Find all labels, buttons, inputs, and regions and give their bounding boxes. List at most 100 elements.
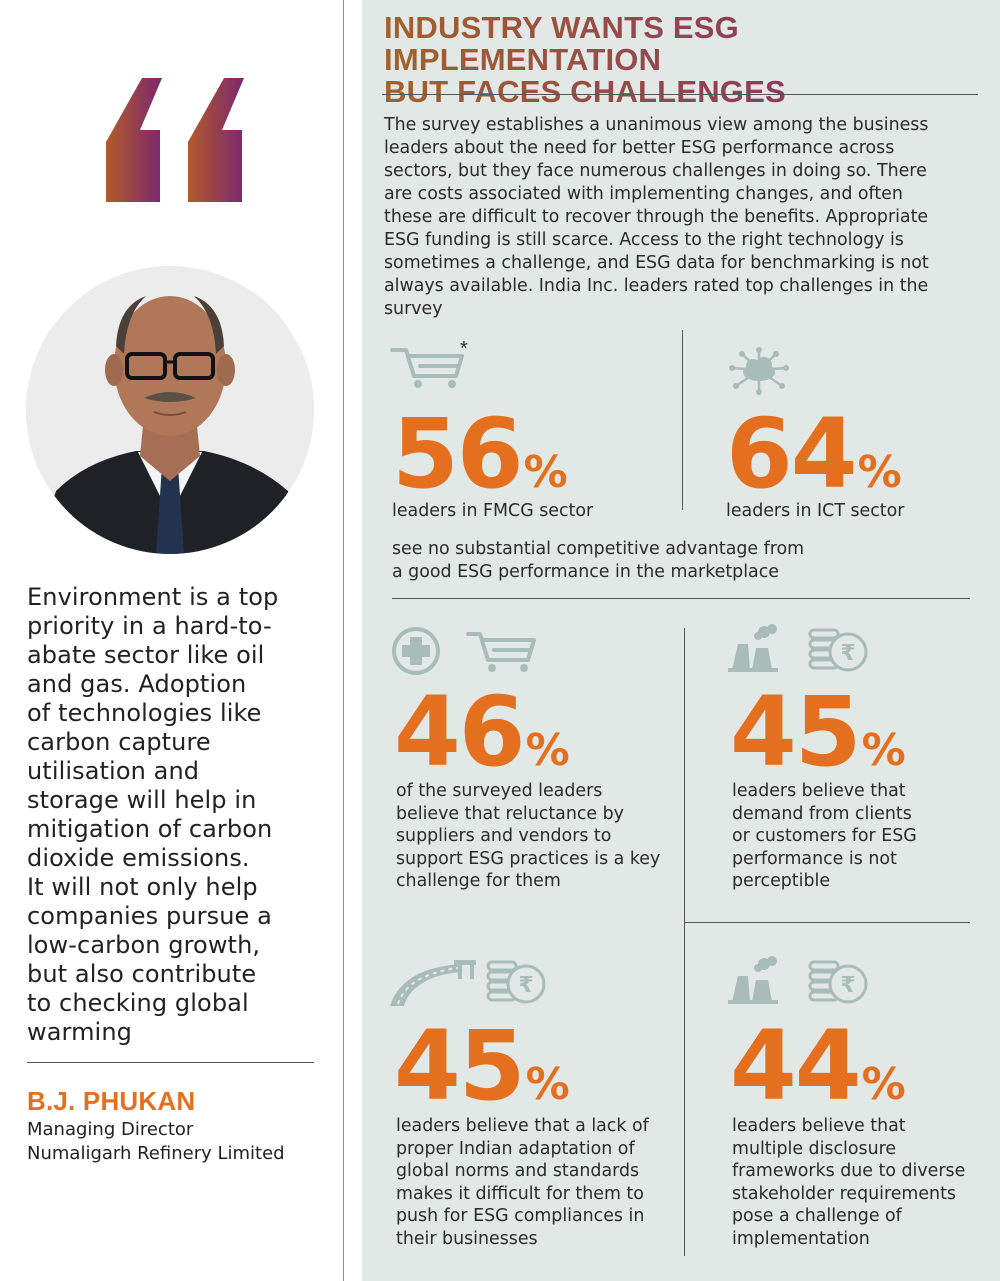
svg-text:₹: ₹ — [840, 641, 855, 666]
desc-line: pose a challenge of — [732, 1206, 902, 1226]
road-bridge-icon — [390, 960, 476, 1006]
rupee-coins-icon: ₹ — [808, 628, 868, 672]
portrait-illustration — [26, 266, 314, 554]
factory-icon — [728, 956, 778, 1004]
intro-line: sometimes a challenge, and ESG data for … — [384, 253, 929, 273]
stat-number: 56 — [392, 398, 524, 510]
quote-line: warming — [27, 1018, 132, 1046]
desc-line: challenge for them — [396, 871, 561, 891]
desc-line: frameworks due to diverse — [732, 1161, 966, 1181]
divider — [682, 330, 683, 510]
desc-line: multiple disclosure — [732, 1138, 897, 1159]
quote-line: It will not only help — [27, 873, 258, 901]
quote-line: dioxide emissions. — [27, 844, 250, 872]
quote-line: low-carbon growth, — [27, 931, 261, 959]
author-portrait — [26, 266, 314, 554]
factory-icon — [728, 624, 778, 672]
divider — [382, 94, 978, 95]
quote-line: companies pursue a — [27, 902, 272, 930]
quote-line: and gas. Adoption — [27, 670, 247, 698]
author-name: B.J. PHUKAN — [27, 1086, 196, 1116]
quote-line: of technologies like — [27, 699, 262, 727]
quote-mark-icon — [106, 78, 244, 202]
stat-desc-suppliers: of the surveyed leaders believe that rel… — [396, 780, 660, 893]
desc-line: implementation — [732, 1228, 870, 1249]
desc-line: believe that reluctance by — [396, 803, 624, 824]
stat-number: 46 — [394, 676, 526, 788]
desc-line: push for ESG compliances in — [396, 1206, 645, 1226]
author-company: Numaligarh Refinery Limited — [27, 1143, 285, 1164]
note-line: see no substantial competitive advantage… — [392, 539, 805, 559]
desc-line: makes it difficult for them to — [396, 1183, 644, 1204]
intro-line: leaders about the need for better ESG pe… — [384, 138, 895, 158]
asterisk-note: * — [460, 338, 468, 360]
quote-line: to checking global — [27, 989, 249, 1017]
stat-value-suppliers: 46% — [394, 684, 570, 799]
percent-sign: % — [861, 1059, 906, 1110]
quote-line: utilisation and — [27, 757, 200, 785]
stat-value-demand: 45% — [730, 684, 906, 799]
intro-line: survey — [384, 299, 443, 319]
intro-line: these are difficult to recover through t… — [384, 207, 929, 227]
cart-icon — [466, 632, 536, 672]
intro-paragraph: The survey establishes a unanimous view … — [384, 114, 992, 321]
desc-line: leaders believe that a lack of — [396, 1116, 649, 1136]
intro-line: sectors, but they face numerous challeng… — [384, 161, 927, 181]
quote-text: Environment is a top priority in a hard-… — [27, 583, 327, 1047]
cart-icon — [390, 348, 464, 388]
desc-line: support ESG practices is a key — [396, 848, 661, 869]
quote-line: mitigation of carbon — [27, 815, 273, 843]
quote-line: Environment is a top — [27, 583, 279, 611]
quote-line: abate sector like oil — [27, 641, 265, 669]
desc-line: suppliers and vendors to — [396, 826, 612, 846]
section-heading: INDUSTRY WANTS ESG IMPLEMENTATION BUT FA… — [384, 12, 994, 108]
divider — [392, 598, 970, 599]
quote-line: storage will help in — [27, 786, 257, 814]
medical-plus-icon — [392, 627, 440, 675]
desc-line: demand from clients — [732, 803, 912, 824]
desc-line: perceptible — [732, 871, 831, 891]
stat-number: 64 — [726, 398, 858, 510]
percent-sign: % — [525, 1059, 570, 1110]
heading-line: INDUSTRY WANTS ESG IMPLEMENTATION — [384, 12, 994, 76]
percent-sign: % — [525, 725, 570, 776]
author-details: Managing Director Numaligarh Refinery Li… — [27, 1118, 285, 1166]
desc-line: stakeholder requirements — [732, 1183, 956, 1204]
divider — [684, 628, 685, 1256]
divider — [27, 1062, 314, 1063]
cloud-network-icon — [729, 347, 789, 395]
note-line: a good ESG performance in the marketplac… — [392, 561, 779, 582]
quote-line: carbon capture — [27, 728, 211, 756]
svg-text:₹: ₹ — [840, 973, 855, 998]
stat-value-adaptation: 45% — [394, 1018, 570, 1133]
challenges-panel: INDUSTRY WANTS ESG IMPLEMENTATION BUT FA… — [362, 0, 1000, 1281]
svg-text:₹: ₹ — [518, 973, 533, 998]
quote-line: but also contribute — [27, 960, 257, 988]
stat-value-disclosure: 44% — [730, 1018, 906, 1133]
stat-value-ict: 64% — [726, 406, 902, 521]
rupee-coins-icon: ₹ — [808, 960, 868, 1004]
stat-number: 44 — [730, 1010, 862, 1122]
desc-line: leaders believe that — [732, 781, 906, 801]
stat-desc-adaptation: leaders believe that a lack of proper In… — [396, 1115, 649, 1250]
stat-label-ict: leaders in ICT sector — [726, 501, 905, 521]
shared-note: see no substantial competitive advantage… — [392, 538, 804, 583]
stat-number: 45 — [730, 676, 862, 788]
desc-line: performance is not — [732, 848, 897, 869]
stat-desc-demand: leaders believe that demand from clients… — [732, 780, 917, 893]
stat-value-fmcg: 56% — [392, 406, 568, 521]
intro-line: The survey establishes a unanimous view … — [384, 115, 929, 135]
intro-line: always available. India Inc. leaders rat… — [384, 276, 929, 296]
percent-sign: % — [523, 447, 568, 498]
intro-line: ESG funding is still scarce. Access to t… — [384, 230, 904, 250]
desc-line: global norms and standards — [396, 1161, 640, 1181]
desc-line: their businesses — [396, 1228, 538, 1249]
rupee-coins-icon: ₹ — [486, 960, 546, 1004]
divider — [684, 922, 970, 923]
intro-line: are costs associated with implementing c… — [384, 184, 903, 204]
column-divider — [343, 0, 344, 1281]
stat-number: 45 — [394, 1010, 526, 1122]
percent-sign: % — [857, 447, 902, 498]
desc-line: proper Indian adaptation of — [396, 1138, 635, 1159]
stat-desc-disclosure: leaders believe that multiple disclosure… — [732, 1115, 965, 1250]
